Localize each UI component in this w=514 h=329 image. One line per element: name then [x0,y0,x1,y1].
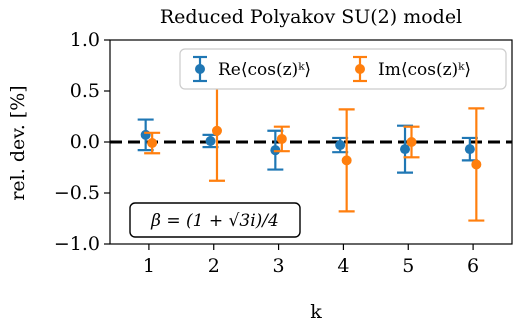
legend-marker [195,64,205,74]
data-point [400,144,411,155]
data-point [140,129,151,140]
annotation-text: β = (1 + √3i)/4 [150,211,279,231]
y-tick-label: 1.0 [70,29,100,51]
x-tick-label: 1 [143,255,155,277]
legend-marker [355,64,365,74]
x-tick-label: 4 [337,255,349,277]
y-tick-label: −0.5 [54,182,100,204]
y-tick-label: 0.5 [70,80,100,102]
annotation-box [129,202,301,238]
series-im [144,79,485,222]
x-axis-ticks: 1 2 3 4 5 6 [143,244,479,277]
beta-annotation-box: β = (1 + √3i)/4 [129,202,301,238]
legend: Re⟨cos(z)ᵏ⟩ Im⟨cos(z)ᵏ⟩ [179,48,507,90]
data-point [276,133,287,144]
chart-title: Reduced Polyakov SU(2) model [160,6,462,28]
x-tick-label: 3 [273,255,285,277]
series-re [137,118,478,174]
x-tick-label: 2 [208,255,220,277]
y-axis-ticks: −1.0 −0.5 0.0 0.5 1.0 [54,29,110,255]
x-axis-label: k [310,301,322,323]
data-point [341,155,352,166]
data-point [205,135,216,146]
data-point [335,140,346,151]
data-point [464,144,475,155]
plot-area [110,79,512,222]
legend-label: Re⟨cos(z)ᵏ⟩ [218,60,311,80]
data-point [471,159,482,170]
legend-label: Im⟨cos(z)ᵏ⟩ [378,60,471,80]
y-axis-label: rel. dev. [%] [7,85,29,200]
legend-box [179,48,507,90]
x-tick-label: 5 [402,255,414,277]
data-point [406,137,417,147]
x-tick-label: 6 [467,255,479,277]
data-point [147,138,158,149]
y-tick-label: −1.0 [54,233,100,255]
data-point [211,125,222,136]
y-tick-label: 0.0 [70,131,100,153]
